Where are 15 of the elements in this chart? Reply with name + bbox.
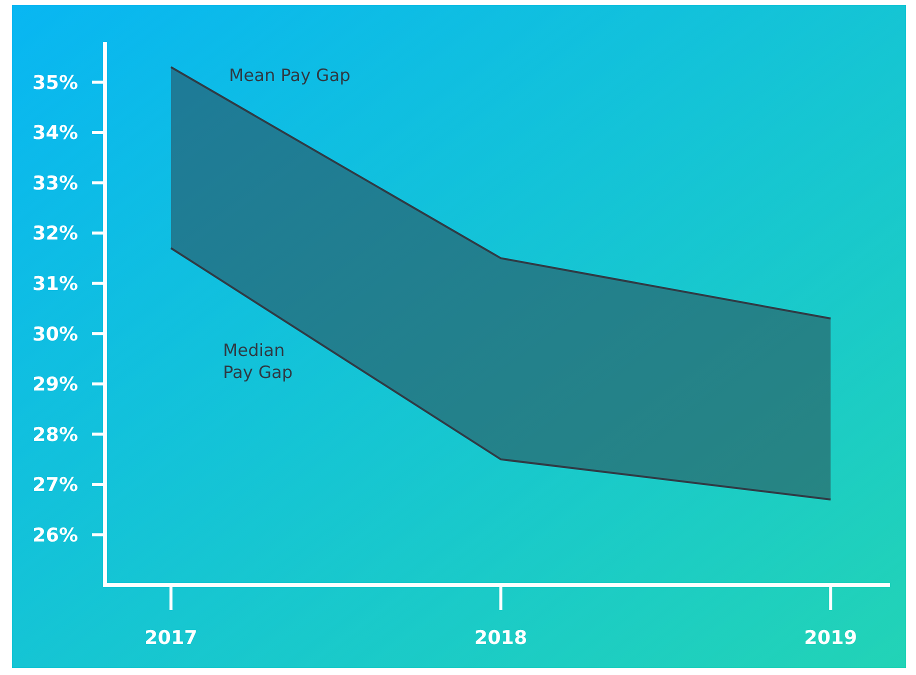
series-label: Median Pay Gap bbox=[222, 341, 293, 384]
y-tick-label: 26% bbox=[32, 524, 78, 546]
series-label: Mean Pay Gap bbox=[228, 66, 350, 86]
y-tick-label: 33% bbox=[32, 172, 78, 194]
x-tick-label: 2017 bbox=[144, 627, 198, 649]
y-tick-label: 28% bbox=[32, 424, 78, 446]
y-tick-label: 35% bbox=[32, 72, 78, 94]
y-tick-label: 32% bbox=[32, 222, 78, 245]
y-tick-label: 34% bbox=[32, 122, 78, 144]
y-tick-label: 31% bbox=[32, 272, 78, 295]
y-tick-label: 27% bbox=[32, 474, 78, 496]
y-tick-label: 30% bbox=[32, 323, 78, 346]
x-tick-label: 2019 bbox=[804, 627, 858, 649]
x-tick-label: 2018 bbox=[474, 627, 528, 649]
y-tick-label: 29% bbox=[32, 374, 78, 396]
